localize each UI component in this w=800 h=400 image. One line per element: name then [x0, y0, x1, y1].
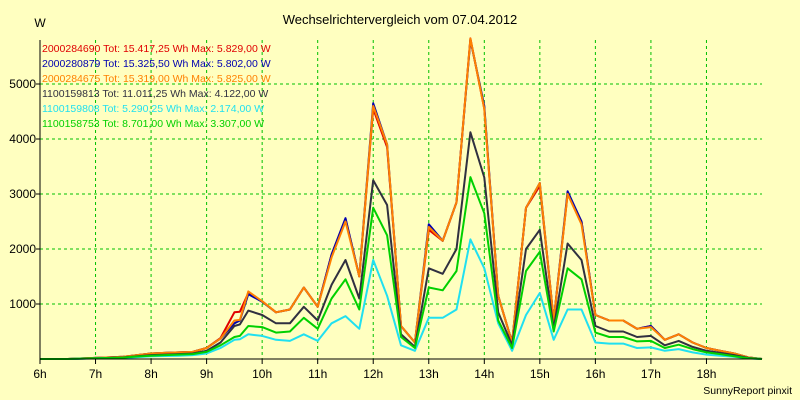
- legend-entry-2000280879: 2000280879 Tot: 15.325,50 Wh Max: 5.802,…: [42, 58, 271, 70]
- legend-entry-2000284690: 2000284690 Tot: 15.417,25 Wh Max: 5.829,…: [42, 43, 271, 55]
- legend-entry-1100158753: 1100158753 Tot: 8.701,00 Wh Max: 3.307,0…: [42, 118, 264, 130]
- y-tick-label: 3000: [9, 187, 36, 201]
- x-tick-label: 18h: [696, 367, 716, 381]
- y-tick-group: 1000 2000 3000 4000 5000: [9, 77, 40, 311]
- legend: 2000284690 Tot: 15.417,25 Wh Max: 5.829,…: [42, 43, 271, 130]
- x-tick-label: 11h: [308, 367, 327, 381]
- y-tick-label: 5000: [9, 77, 36, 91]
- x-tick-group: 6h 7h 8h 9h 10h 11h 12h 13h 14h 15h 16h 17h 18h: [33, 359, 716, 381]
- y-tick-label: 2000: [9, 242, 36, 256]
- x-tick-label: 8h: [144, 367, 157, 381]
- legend-entry-1100159808: 1100159808 Tot: 5.290,25 Wh Max: 2.174,0…: [42, 103, 264, 115]
- footer-credit: SunnyReport pinxit: [703, 385, 792, 397]
- legend-entry-2000284675: 2000284675 Tot: 15.319,00 Wh Max: 5.825,…: [42, 73, 271, 85]
- chart-title: Wechselrichtervergleich vom 07.04.2012: [283, 12, 518, 27]
- series-group: [40, 37, 763, 360]
- legend-entry-1100159813: 1100159813 Tot: 11.011,25 Wh Max: 4.122,…: [42, 88, 268, 100]
- series-line-2000284675: [40, 37, 763, 360]
- x-tick-label: 15h: [530, 367, 550, 381]
- grid: [40, 40, 762, 359]
- y-tick-label: 1000: [9, 297, 36, 311]
- x-tick-label: 9h: [200, 367, 213, 381]
- x-tick-label: 14h: [474, 367, 494, 381]
- y-tick-label: 4000: [9, 132, 36, 146]
- x-tick-label: 12h: [363, 367, 383, 381]
- x-tick-label: 13h: [419, 367, 439, 381]
- series-line-1100158753: [40, 176, 763, 360]
- y-axis-label: W: [34, 16, 46, 30]
- x-tick-label: 16h: [585, 367, 605, 381]
- x-tick-label: 17h: [641, 367, 661, 381]
- plot-area: [40, 40, 762, 359]
- series-line-1100159808: [40, 238, 763, 360]
- x-tick-label: 7h: [89, 367, 102, 381]
- x-tick-label: 6h: [33, 367, 46, 381]
- x-tick-label: 10h: [252, 367, 272, 381]
